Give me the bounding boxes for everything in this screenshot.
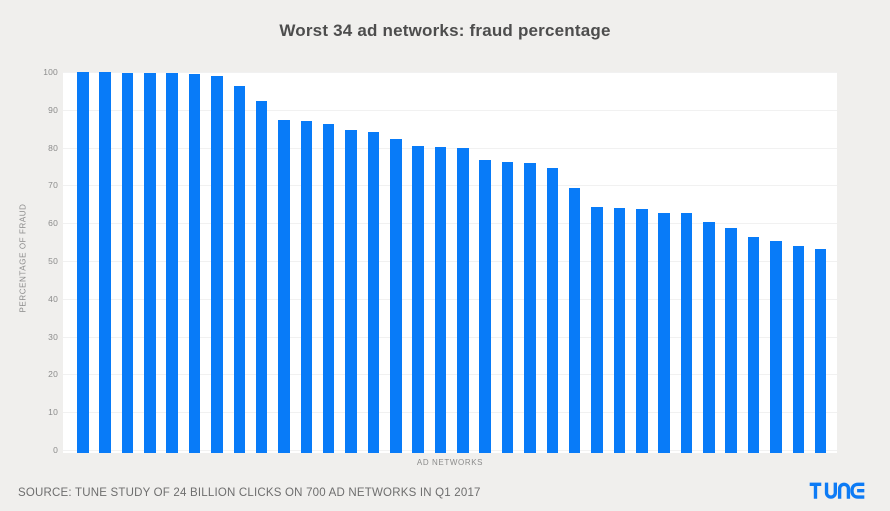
bar: [770, 241, 782, 453]
y-tick-label: 30: [48, 331, 58, 342]
bar: [613, 208, 626, 453]
gridline: [63, 72, 837, 73]
y-tick-label: 90: [48, 104, 58, 115]
bar: [501, 161, 514, 453]
bar: [412, 145, 424, 453]
tune-logo-e: [850, 482, 865, 499]
bar: [703, 222, 715, 453]
bar: [255, 101, 268, 453]
bar: [636, 208, 648, 453]
bar: [747, 236, 760, 453]
bar: [658, 212, 670, 453]
bar: [725, 227, 737, 453]
bar: [278, 120, 290, 453]
bar: [99, 72, 111, 453]
bar: [434, 146, 447, 453]
tune-logo: [809, 482, 865, 499]
y-tick-label: 10: [48, 407, 58, 418]
bar: [144, 72, 156, 453]
tune-logo-u: [824, 482, 837, 499]
y-tick-label: 70: [48, 180, 58, 191]
bar: [792, 246, 805, 453]
y-tick-label: 50: [48, 256, 58, 266]
source-note: SOURCE: TUNE STUDY OF 24 BILLION CLICKS …: [18, 487, 481, 499]
bar: [814, 248, 827, 453]
bar: [457, 147, 469, 453]
chart-title: Worst 34 ad networks: fraud percentage: [279, 21, 611, 40]
bar: [166, 72, 178, 453]
bar: [77, 72, 89, 453]
bar: [524, 162, 536, 453]
y-tick-label: 80: [48, 142, 58, 153]
tune-logo-n: [837, 482, 851, 499]
bar: [322, 124, 335, 453]
gridline: [63, 298, 837, 300]
plot-area: [63, 72, 837, 453]
y-tick-label: 0: [53, 445, 58, 455]
bar: [188, 73, 201, 453]
bar: [233, 86, 246, 453]
bar: [546, 168, 559, 453]
y-tick-label: 60: [48, 218, 58, 229]
gridline: [63, 336, 837, 338]
bar: [680, 213, 693, 453]
bar: [211, 76, 223, 453]
bar: [479, 160, 491, 453]
x-axis-label: AD NETWORKS: [416, 458, 484, 467]
bar: [121, 72, 134, 453]
bar: [345, 130, 357, 453]
gridline: [63, 223, 837, 225]
y-axis-ticks: 0 10 20 30 40 50 60 70 80 90 100: [0, 0, 58, 511]
gridline: [63, 412, 837, 414]
bar: [591, 206, 603, 453]
bar: [367, 132, 380, 453]
gridline: [63, 450, 837, 451]
gridline: [63, 185, 837, 187]
bar: [568, 188, 581, 453]
bar: [300, 121, 313, 453]
gridline: [63, 374, 837, 376]
tune-logo-t: [809, 482, 822, 499]
gridline: [63, 261, 837, 262]
y-tick-label: 40: [48, 293, 58, 304]
gridline: [63, 147, 837, 149]
y-tick-label: 20: [48, 369, 58, 380]
y-tick-label: 100: [43, 67, 58, 77]
gridline: [63, 109, 837, 111]
bar: [390, 138, 402, 453]
